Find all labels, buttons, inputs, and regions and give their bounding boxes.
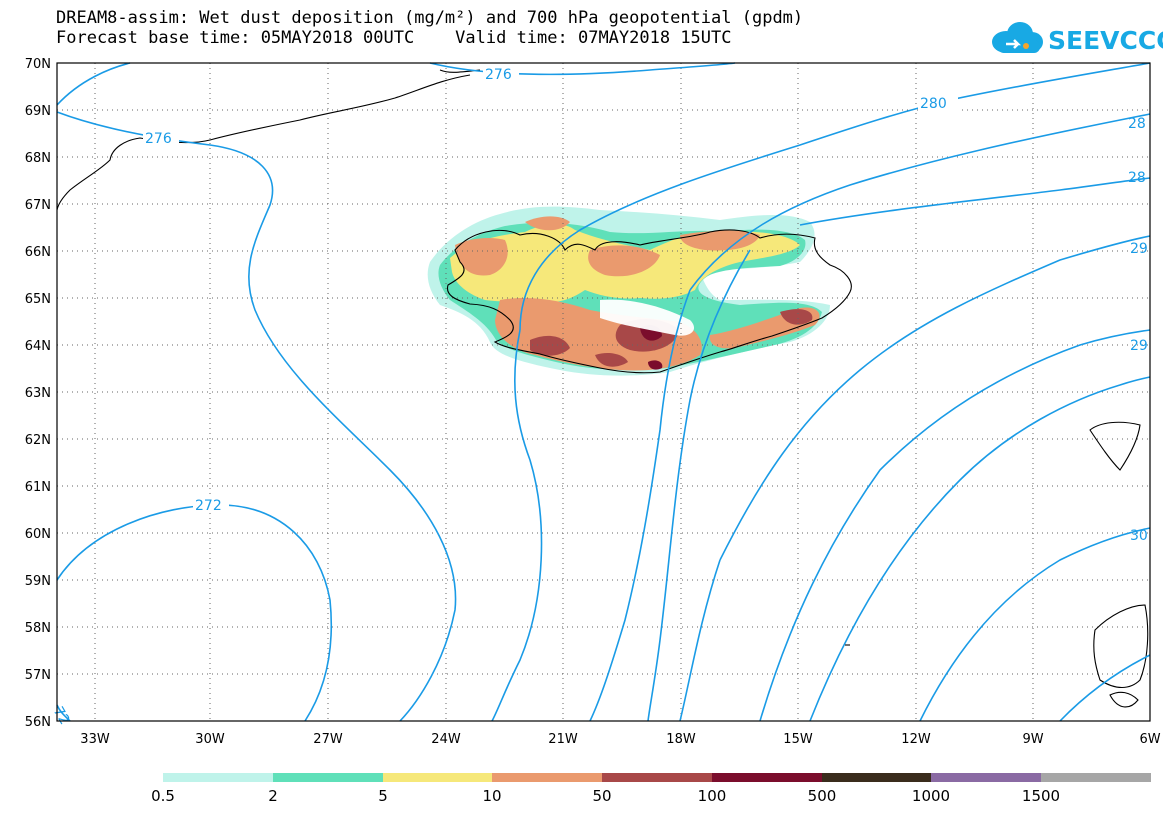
- colorbar-swatch: [163, 773, 273, 782]
- colorbar-label: 10: [482, 787, 501, 805]
- lon-label: 30W: [195, 732, 225, 747]
- lon-label: 6W: [1139, 732, 1160, 747]
- contour-308: [1059, 654, 1151, 722]
- lat-label: 70N: [25, 57, 51, 72]
- lon-label: 21W: [548, 732, 578, 747]
- lat-label: 67N: [25, 198, 51, 213]
- lat-label: 63N: [25, 386, 51, 401]
- lon-label: 27W: [313, 732, 343, 747]
- lat-label: 65N: [25, 292, 51, 307]
- contour-label: 280: [920, 96, 947, 112]
- colorbar-label: 0.5: [151, 787, 175, 805]
- lon-label: 18W: [666, 732, 696, 747]
- lat-label: 64N: [25, 339, 51, 354]
- colorbar: 0.5 2 5 10 50 100 500 1000 1500: [151, 773, 1151, 805]
- colorbar-label: 100: [698, 787, 727, 805]
- lon-label: 15W: [783, 732, 813, 747]
- lat-label: 58N: [25, 621, 51, 636]
- lat-label: 68N: [25, 151, 51, 166]
- contour-288: [799, 177, 1151, 226]
- contour-276-top: [429, 62, 736, 76]
- lon-label: 24W: [431, 732, 461, 747]
- colorbar-label: 500: [808, 787, 837, 805]
- map-subtitle: Forecast base time: 05MAY2018 00UTC Vali…: [56, 28, 732, 48]
- seevccc-logo: SEEVCCC: [992, 22, 1163, 55]
- map-title: DREAM8-assim: Wet dust deposition (mg/m²…: [56, 8, 804, 28]
- contour-label: 28: [1128, 170, 1146, 186]
- contour-label: 29: [1130, 338, 1148, 354]
- lat-label: 60N: [25, 527, 51, 542]
- lat-label: 69N: [25, 104, 51, 119]
- colorbar-swatch: [383, 773, 492, 782]
- contour-296: [759, 329, 1151, 722]
- contour-272: [56, 504, 333, 722]
- contour-labels: 276 276 280 28 28 29 29 272 30 72: [50, 66, 1148, 728]
- lat-label: 57N: [25, 668, 51, 683]
- colorbar-swatch: [602, 773, 712, 782]
- contour-304: [919, 527, 1151, 722]
- contour-276-north: [56, 62, 131, 106]
- contour-label: 276: [145, 131, 172, 147]
- contour-label: 272: [195, 498, 222, 514]
- colorbar-swatch: [273, 773, 383, 782]
- contour-label: 30: [1130, 528, 1148, 544]
- contour-292: [719, 235, 1151, 561]
- colorbar-label: 5: [378, 787, 388, 805]
- graticule: [57, 63, 1150, 721]
- lon-label: 12W: [901, 732, 931, 747]
- latitude-labels: 70N 69N 68N 67N 66N 65N 64N 63N 62N 61N …: [25, 57, 51, 730]
- lat-label: 56N: [25, 715, 51, 730]
- contour-label: 276: [485, 67, 512, 83]
- colorbar-label: 2: [268, 787, 278, 805]
- colorbar-label: 1500: [1022, 787, 1060, 805]
- colorbar-swatch: [822, 773, 931, 782]
- lat-label: 59N: [25, 574, 51, 589]
- geopotential-contours: [56, 62, 1151, 722]
- lon-label: 33W: [80, 732, 110, 747]
- contour-280: [519, 62, 1151, 331]
- colorbar-swatch: [1041, 773, 1151, 782]
- colorbar-swatch: [492, 773, 602, 782]
- contour-284: [689, 113, 1151, 291]
- map-frame: [56, 62, 1151, 722]
- lat-label: 66N: [25, 245, 51, 260]
- contour-276-west: [56, 111, 457, 722]
- lon-label: 9W: [1022, 732, 1043, 747]
- lat-label: 62N: [25, 433, 51, 448]
- colorbar-swatch: [712, 773, 822, 782]
- logo-text: SEEVCCC: [1048, 26, 1163, 55]
- lat-label: 61N: [25, 480, 51, 495]
- colorbar-label: 50: [592, 787, 611, 805]
- coastlines: [56, 69, 1149, 708]
- contour-label: 72: [50, 704, 73, 727]
- contour-label: 29: [1130, 241, 1148, 257]
- contour-72-corner: [56, 704, 71, 722]
- cloud-icon: [992, 22, 1043, 53]
- colorbar-label: 1000: [912, 787, 950, 805]
- contour-300: [809, 376, 1151, 722]
- contour-label: 28: [1128, 116, 1146, 132]
- longitude-labels: 33W 30W 27W 24W 21W 18W 15W 12W 9W 6W: [80, 732, 1160, 747]
- colorbar-swatch: [931, 773, 1041, 782]
